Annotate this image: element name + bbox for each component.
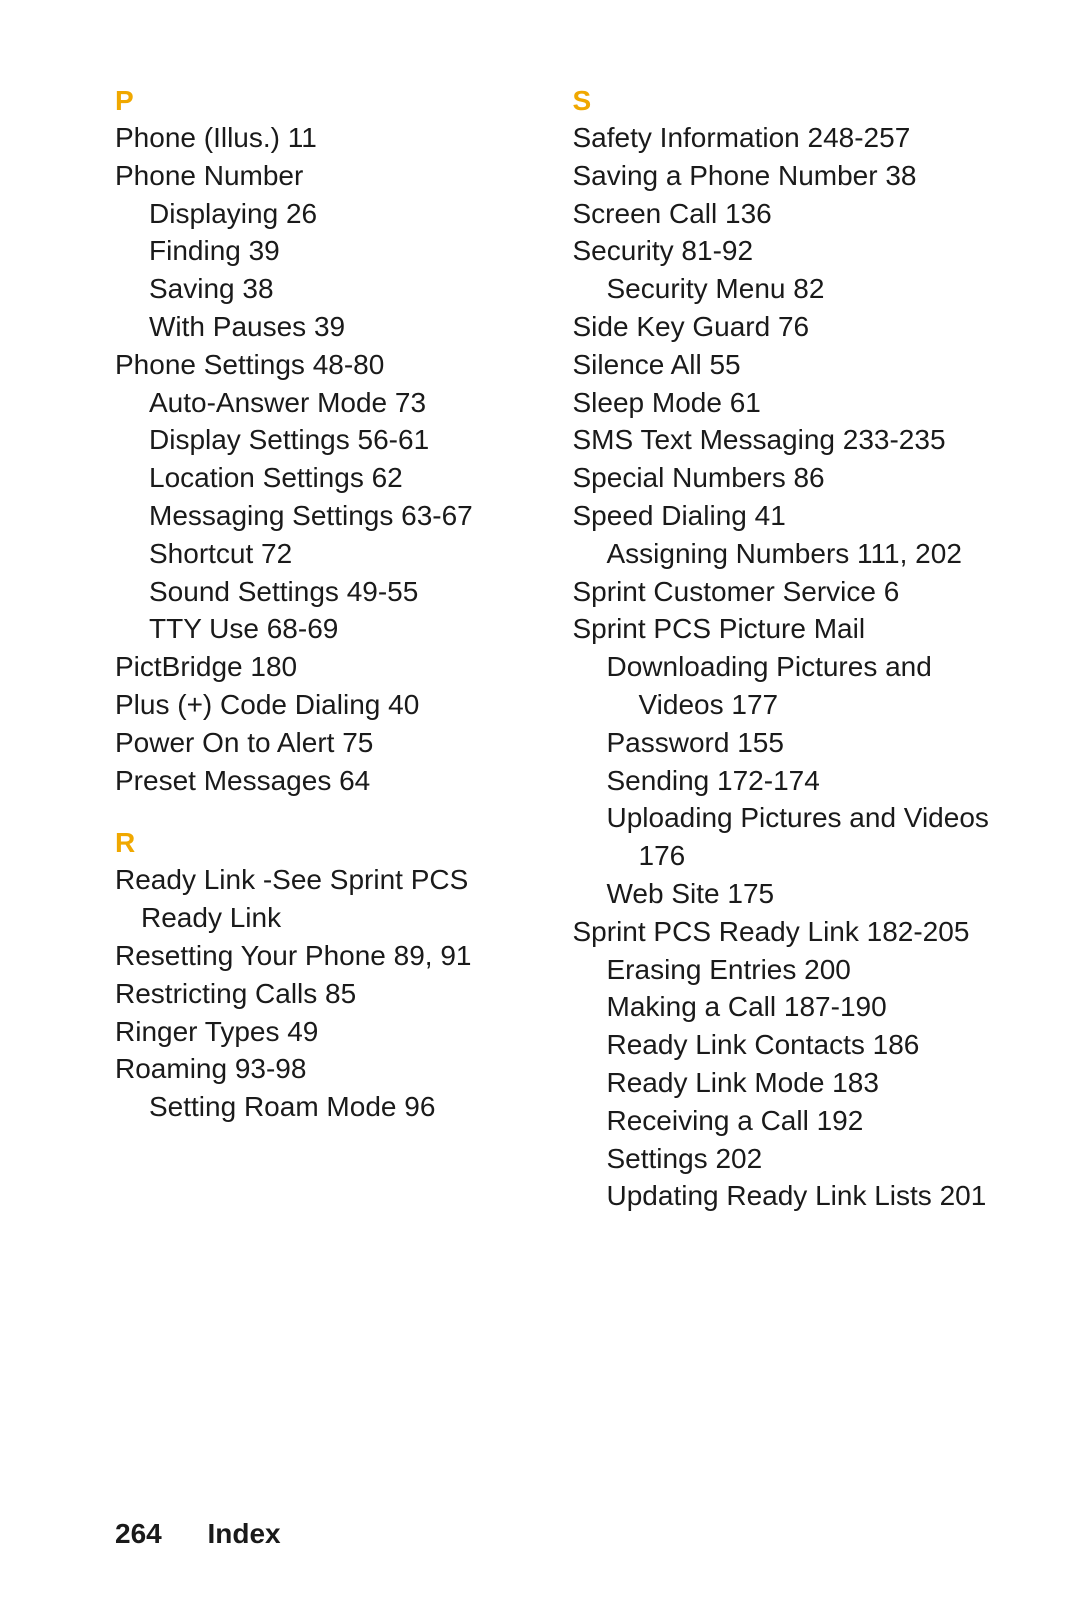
index-entry: Security Menu 82	[573, 270, 1011, 308]
index-entry: Sprint PCS Picture Mail	[573, 610, 1011, 648]
index-entry: Saving a Phone Number 38	[573, 157, 1011, 195]
index-entry: Phone Number	[115, 157, 553, 195]
index-entry: Phone (Illus.) 11	[115, 119, 553, 157]
index-entry: Restricting Calls 85	[115, 975, 553, 1013]
index-entry: Roaming 93-98	[115, 1050, 553, 1088]
index-entry: Ready Link Mode 183	[573, 1064, 1011, 1102]
index-entry: Saving 38	[115, 270, 553, 308]
index-entry: Power On to Alert 75	[115, 724, 553, 762]
index-entry: Side Key Guard 76	[573, 308, 1011, 346]
index-entry: Displaying 26	[115, 195, 553, 233]
index-letter: P	[115, 85, 553, 117]
index-letter: R	[115, 827, 553, 859]
index-entry: Auto-Answer Mode 73	[115, 384, 553, 422]
index-entry: Location Settings 62	[115, 459, 553, 497]
index-entry: Resetting Your Phone 89, 91	[115, 937, 553, 975]
index-entry: Shortcut 72	[115, 535, 553, 573]
index-entry: Downloading Pictures and Videos 177	[573, 648, 1011, 724]
index-entry: Plus (+) Code Dialing 40	[115, 686, 553, 724]
index-entry: Ready Link -See Sprint PCS Ready Link	[115, 861, 553, 937]
page-footer: 264 Index	[115, 1518, 281, 1550]
index-entry: Finding 39	[115, 232, 553, 270]
index-entry: TTY Use 68-69	[115, 610, 553, 648]
index-entry: Display Settings 56-61	[115, 421, 553, 459]
index-entry: Password 155	[573, 724, 1011, 762]
index-entry: Ready Link Contacts 186	[573, 1026, 1011, 1064]
index-entry: Silence All 55	[573, 346, 1011, 384]
index-entry: Messaging Settings 63-67	[115, 497, 553, 535]
index-entry: Phone Settings 48-80	[115, 346, 553, 384]
index-entry: Safety Information 248-257	[573, 119, 1011, 157]
column-left: PPhone (Illus.) 11Phone NumberDisplaying…	[115, 85, 553, 1215]
index-entry: Making a Call 187-190	[573, 988, 1011, 1026]
index-entry: Erasing Entries 200	[573, 951, 1011, 989]
index-entry: Updating Ready Link Lists 201	[573, 1177, 1011, 1215]
index-entry: Settings 202	[573, 1140, 1011, 1178]
index-entry: Web Site 175	[573, 875, 1011, 913]
index-entry: Sending 172-174	[573, 762, 1011, 800]
page-number: 264	[115, 1518, 162, 1549]
index-entry: Security 81-92	[573, 232, 1011, 270]
index-entry: Receiving a Call 192	[573, 1102, 1011, 1140]
index-entry: Sprint Customer Service 6	[573, 573, 1011, 611]
index-letter: S	[573, 85, 1011, 117]
index-entry: Sprint PCS Ready Link 182-205	[573, 913, 1011, 951]
index-entry: Assigning Numbers 111, 202	[573, 535, 1011, 573]
index-entry: Sleep Mode 61	[573, 384, 1011, 422]
index-entry: Preset Messages 64	[115, 762, 553, 800]
index-entry: Screen Call 136	[573, 195, 1011, 233]
index-entry: Setting Roam Mode 96	[115, 1088, 553, 1126]
index-columns: PPhone (Illus.) 11Phone NumberDisplaying…	[115, 85, 1010, 1215]
index-entry: Speed Dialing 41	[573, 497, 1011, 535]
index-entry: PictBridge 180	[115, 648, 553, 686]
index-entry: Ringer Types 49	[115, 1013, 553, 1051]
column-right: SSafety Information 248-257Saving a Phon…	[573, 85, 1011, 1215]
index-entry: SMS Text Messaging 233-235	[573, 421, 1011, 459]
index-entry: With Pauses 39	[115, 308, 553, 346]
index-entry: Sound Settings 49-55	[115, 573, 553, 611]
index-entry: Uploading Pictures and Videos 176	[573, 799, 1011, 875]
footer-title: Index	[208, 1518, 281, 1549]
index-entry: Special Numbers 86	[573, 459, 1011, 497]
